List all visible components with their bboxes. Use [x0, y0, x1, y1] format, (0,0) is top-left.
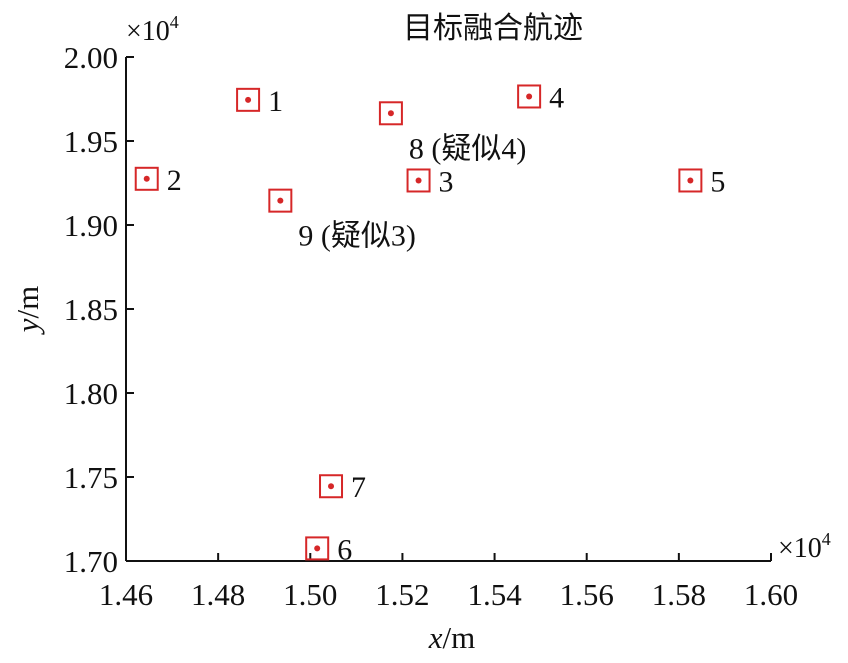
point-label: 6	[337, 533, 352, 566]
data-point: 2	[134, 164, 182, 197]
point-label: 4	[549, 81, 564, 114]
chart-title: 目标融合航迹	[403, 11, 583, 46]
x-tick-labels: 1.46 1.48 1.50 1.52 1.54 1.56 1.58 1.60	[99, 577, 798, 612]
x-tick-label: 1.56	[560, 577, 614, 612]
point-marker-dot	[143, 175, 150, 182]
x-tick-label: 1.52	[375, 577, 429, 612]
y-tick-label: 1.80	[64, 376, 118, 411]
data-point: 6	[305, 533, 352, 566]
y-tick-labels: 1.70 1.75 1.80 1.85 1.90 1.95 2.00	[64, 40, 118, 579]
point-marker-dot	[328, 483, 335, 490]
point-marker-dot	[245, 96, 252, 103]
point-label: 3	[439, 165, 454, 198]
point-marker-square	[134, 166, 159, 191]
x-tick-label: 1.46	[99, 577, 153, 612]
point-marker-square	[378, 101, 403, 126]
y-axis-multiplier: ×104	[126, 12, 179, 47]
point-label: 2	[167, 164, 182, 197]
x-tick-label: 1.60	[744, 577, 798, 612]
point-marker-dot	[387, 110, 394, 117]
point-marker-square	[678, 168, 703, 193]
y-tick-label: 2.00	[64, 40, 118, 75]
y-tick-label: 1.75	[64, 460, 118, 495]
data-point: 4	[517, 81, 564, 114]
point-marker-dot	[314, 545, 321, 552]
y-tick-label: 1.70	[64, 544, 118, 579]
point-marker-square	[268, 188, 293, 213]
data-point: 1	[236, 85, 283, 118]
data-point: 5	[678, 165, 725, 198]
point-label: 7	[351, 471, 366, 504]
x-tick-label: 1.58	[652, 577, 706, 612]
point-marker-dot	[415, 177, 422, 184]
x-tick-label: 1.50	[283, 577, 337, 612]
point-marker-square	[305, 536, 330, 561]
x-axis-label: x/m	[428, 620, 476, 655]
point-marker-square	[319, 474, 344, 499]
data-points: 1 2 3 4 5 6 7 8 (疑似4) 9 (疑似3)	[134, 81, 725, 566]
x-tick-label: 1.48	[191, 577, 245, 612]
point-marker-dot	[277, 197, 284, 204]
point-marker-square	[406, 168, 431, 193]
point-marker-dot	[687, 177, 694, 184]
data-point: 9 (疑似3)	[268, 188, 416, 253]
y-axis-label: y/m	[10, 286, 45, 336]
point-marker-square	[517, 84, 542, 109]
point-marker-dot	[526, 93, 533, 100]
y-tick-label: 1.85	[64, 292, 118, 327]
x-axis-multiplier: ×104	[778, 529, 831, 564]
data-point: 3	[406, 165, 454, 198]
point-label: 9 (疑似3)	[298, 220, 415, 253]
point-marker-square	[236, 87, 261, 112]
point-label: 1	[268, 85, 283, 118]
data-point: 7	[319, 471, 366, 504]
point-label: 5	[710, 165, 725, 198]
y-tick-label: 1.90	[64, 208, 118, 243]
data-point: 8 (疑似4)	[378, 101, 526, 165]
point-label: 8 (疑似4)	[409, 132, 526, 165]
y-tick-label: 1.95	[64, 124, 118, 159]
x-tick-label: 1.54	[467, 577, 522, 612]
